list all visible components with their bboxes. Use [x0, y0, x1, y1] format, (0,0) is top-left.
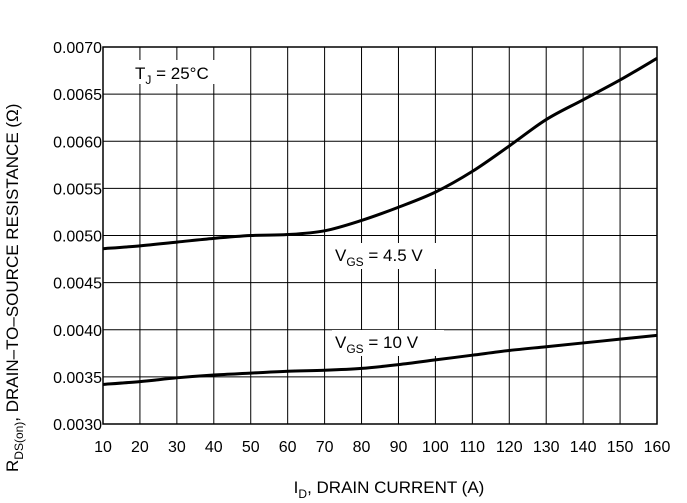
annotation-vgs45-main: V	[335, 246, 347, 265]
annotation-vgs45-sub: GS	[346, 255, 363, 269]
y-tick-label-6: 0.0060	[53, 134, 102, 151]
annotation-tj: TJ = 25°C	[135, 64, 209, 87]
x-tick-label-5: 60	[279, 439, 297, 456]
x-tick-label-6: 70	[316, 439, 334, 456]
y-tick-label-0: 0.0030	[53, 417, 102, 434]
y-axis-label-rest: , DRAIN–TO–SOURCE RESISTANCE (Ω)	[3, 104, 22, 422]
y-tick-label-7: 0.0065	[53, 87, 102, 104]
y-tick-label-2: 0.0040	[53, 323, 102, 340]
annotation-vgs10-bg	[332, 330, 444, 356]
annotation-vgs-10: VGS = 10 V	[335, 333, 419, 356]
y-tick-label-5: 0.0055	[53, 181, 102, 198]
y-axis-label: RDS(on), DRAIN–TO–SOURCE RESISTANCE (Ω)	[3, 104, 26, 472]
plot-frame	[102, 46, 658, 425]
y-tick-label-8: 0.0070	[53, 40, 102, 57]
annotation-vgs45-rest: = 4.5 V	[364, 246, 424, 265]
x-tick-label-10: 110	[460, 439, 486, 456]
x-axis-label-main: I	[294, 478, 299, 497]
y-tick-label-3: 0.0045	[53, 276, 102, 293]
x-tick-label-13: 140	[570, 439, 597, 456]
annotation-vgs10-main: V	[335, 333, 347, 352]
annotation-tj-rest: = 25°C	[151, 64, 208, 83]
annotation-tj-main: T	[135, 64, 145, 83]
y-tick-labels: 0.0030 0.0035 0.0040 0.0045 0.0050 0.0055 0.00…	[53, 40, 102, 434]
series-line-1	[102, 333, 658, 386]
annotation-vgs10-rest: = 10 V	[364, 333, 419, 352]
annotation-vgs10-sub: GS	[346, 342, 363, 356]
x-tick-label-7: 80	[353, 439, 371, 456]
annotation-vgs-4-5: VGS = 4.5 V	[335, 246, 423, 269]
y-axis-label-main: R	[3, 460, 22, 472]
x-tick-label-8: 90	[390, 439, 408, 456]
x-tick-label-4: 50	[242, 439, 260, 456]
x-tick-label-15: 160	[644, 439, 671, 456]
series-lines	[102, 57, 658, 386]
x-tick-label-12: 130	[533, 439, 560, 456]
x-axis-label-sub: D	[298, 487, 307, 501]
x-axis-label: ID, DRAIN CURRENT (A)	[294, 478, 485, 501]
y-tick-label-4: 0.0050	[53, 229, 102, 246]
x-tick-label-1: 20	[131, 439, 149, 456]
x-tick-label-9: 100	[422, 439, 449, 456]
x-tick-label-14: 150	[607, 439, 634, 456]
x-tick-label-2: 30	[168, 439, 186, 456]
annotation-vgs45-bg	[332, 243, 450, 269]
annotation-tj-bg	[131, 60, 231, 84]
y-axis-label-sub: DS(on)	[12, 422, 26, 460]
x-axis-label-rest: , DRAIN CURRENT (A)	[307, 478, 484, 497]
series-line-0	[102, 57, 658, 251]
x-tick-label-3: 40	[205, 439, 223, 456]
x-tick-label-0: 10	[94, 439, 112, 456]
x-tick-label-11: 120	[496, 439, 523, 456]
y-tick-label-1: 0.0035	[53, 370, 102, 387]
x-tick-labels: 10 20 30 40 50 60 70 80 90 100 110 120 130 140 150 160	[94, 439, 670, 456]
annotation-tj-sub: J	[145, 73, 151, 87]
